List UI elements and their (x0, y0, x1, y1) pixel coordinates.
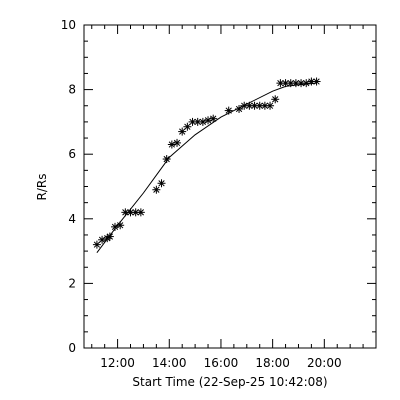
marker-stroke (235, 105, 243, 113)
y-axis-label: R/Rs (35, 174, 49, 201)
data-point (266, 101, 275, 110)
marker-stroke (194, 118, 201, 126)
marker-stroke (153, 186, 160, 193)
data-point (92, 240, 101, 249)
marker-stroke (158, 180, 165, 187)
marker-stroke (297, 79, 305, 87)
y-tick-label: 2 (68, 276, 76, 290)
marker-stroke (132, 209, 139, 216)
data-point (98, 235, 107, 244)
marker-stroke (246, 102, 253, 109)
x-tick-label: 20:00 (307, 356, 342, 370)
marker-stroke (287, 79, 294, 87)
data-point (224, 106, 233, 115)
data-point (116, 221, 125, 230)
marker-stroke (189, 118, 196, 126)
y-tick-label: 8 (68, 83, 76, 97)
marker-stroke (272, 96, 279, 103)
tick-labels: 12:00 14:00 16:00 18:00 20:00 0 2 4 6 8 10 (61, 18, 342, 370)
marker-stroke (282, 79, 289, 87)
marker-stroke (106, 233, 113, 240)
marker-stroke (225, 107, 232, 114)
ticks (84, 24, 376, 349)
y-tick-label: 10 (61, 18, 76, 32)
data-point (152, 185, 161, 194)
data-point (302, 79, 311, 88)
data-points (92, 77, 321, 249)
data-point (245, 101, 254, 110)
data-point (183, 122, 192, 131)
x-tick-label: 12:00 (100, 356, 135, 370)
marker-stroke (313, 78, 320, 85)
marker-stroke (256, 102, 263, 109)
data-point (167, 140, 176, 149)
marker-stroke (179, 128, 186, 135)
marker-stroke (127, 209, 134, 216)
y-tick-label: 6 (68, 147, 76, 161)
data-point (178, 127, 187, 136)
data-point (297, 79, 306, 88)
marker-stroke (184, 123, 191, 130)
data-point (105, 232, 114, 241)
data-point (235, 104, 244, 113)
data-point (204, 116, 213, 125)
plot-frame (83, 24, 377, 349)
data-point (209, 114, 218, 123)
marker-stroke (251, 102, 258, 109)
data-point (188, 117, 197, 126)
marker-stroke (292, 79, 300, 87)
marker-stroke (93, 241, 101, 248)
y-tick-label: 0 (68, 341, 76, 355)
data-point (193, 117, 202, 126)
x-axis-label: Start Time (22-Sep-25 10:42:08) (132, 375, 327, 389)
marker-stroke (266, 102, 274, 109)
data-point (240, 101, 249, 110)
data-point (312, 77, 321, 86)
marker-stroke (173, 139, 181, 147)
marker-stroke (277, 79, 284, 87)
data-point (111, 222, 120, 231)
data-point (162, 155, 171, 164)
marker-stroke (137, 209, 145, 216)
x-tick-label: 14:00 (152, 356, 187, 370)
data-point (271, 95, 280, 104)
marker-stroke (163, 155, 170, 163)
marker-stroke (241, 102, 248, 109)
y-tick-label: 4 (68, 212, 76, 226)
data-point (291, 79, 300, 88)
marker-stroke (117, 222, 124, 229)
marker-stroke (308, 78, 315, 85)
marker-stroke (210, 115, 217, 122)
data-point (136, 208, 145, 217)
data-point (157, 179, 166, 188)
axes (83, 24, 377, 349)
marker-stroke (122, 209, 129, 216)
marker-stroke (261, 102, 269, 109)
x-tick-label: 18:00 (255, 356, 290, 370)
x-tick-label: 16:00 (204, 356, 239, 370)
data-point (307, 77, 316, 86)
data-point (173, 138, 182, 147)
fit-curve (96, 82, 317, 254)
